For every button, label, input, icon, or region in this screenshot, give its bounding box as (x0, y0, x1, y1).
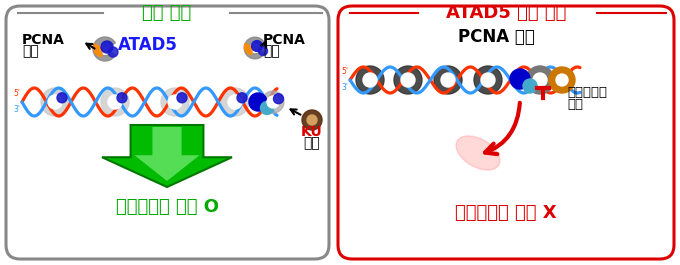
Text: 5': 5' (341, 68, 348, 77)
Text: 분리: 분리 (22, 44, 39, 58)
Circle shape (267, 96, 279, 108)
Circle shape (177, 93, 187, 103)
Circle shape (249, 93, 267, 111)
Text: PCNA 축적: PCNA 축적 (458, 28, 534, 46)
Polygon shape (102, 125, 232, 187)
Circle shape (510, 69, 530, 89)
Circle shape (57, 93, 67, 103)
Text: PCNA: PCNA (263, 33, 306, 47)
Circle shape (481, 73, 495, 87)
Circle shape (441, 73, 455, 87)
Text: ATAD5 결핍 세포: ATAD5 결핍 세포 (446, 4, 566, 22)
Text: 방해: 방해 (567, 98, 583, 111)
Circle shape (363, 73, 377, 87)
Circle shape (101, 41, 113, 53)
Wedge shape (93, 37, 116, 61)
Circle shape (228, 95, 242, 109)
Text: 정상 세포: 정상 세포 (142, 4, 192, 22)
Circle shape (252, 41, 262, 51)
Circle shape (168, 95, 182, 109)
FancyBboxPatch shape (6, 6, 329, 259)
Text: 5': 5' (13, 89, 20, 98)
Circle shape (523, 79, 537, 93)
Circle shape (258, 46, 267, 55)
Polygon shape (135, 127, 199, 181)
Circle shape (48, 95, 62, 109)
Circle shape (161, 88, 189, 116)
Wedge shape (244, 43, 252, 55)
Circle shape (556, 74, 568, 86)
Circle shape (434, 66, 462, 94)
Circle shape (262, 91, 284, 113)
Circle shape (117, 93, 127, 103)
Text: 3': 3' (341, 82, 348, 91)
Circle shape (356, 66, 384, 94)
Text: PCNA: PCNA (22, 33, 65, 47)
Wedge shape (94, 44, 102, 56)
Circle shape (260, 101, 273, 114)
Text: 단거리절제: 단거리절제 (567, 86, 607, 99)
Circle shape (237, 93, 247, 103)
Circle shape (394, 66, 422, 94)
Circle shape (307, 115, 317, 125)
FancyArrowPatch shape (485, 103, 520, 154)
Circle shape (549, 67, 575, 93)
Circle shape (41, 88, 69, 116)
Circle shape (533, 73, 547, 87)
Text: 상동재조합 복구 O: 상동재조합 복구 O (116, 198, 218, 216)
Circle shape (526, 66, 554, 94)
Circle shape (273, 94, 284, 104)
Circle shape (302, 110, 322, 130)
Circle shape (101, 88, 129, 116)
Circle shape (108, 47, 118, 57)
Text: 분리: 분리 (263, 44, 279, 58)
Text: 상동재조합 복구 X: 상동재조합 복구 X (455, 204, 557, 222)
FancyBboxPatch shape (338, 6, 674, 259)
Text: ATAD5: ATAD5 (118, 36, 178, 54)
Wedge shape (244, 37, 265, 59)
Text: 제거: 제거 (304, 136, 320, 150)
Text: 3': 3' (13, 104, 20, 113)
Text: KU: KU (301, 125, 323, 139)
Circle shape (108, 95, 122, 109)
Circle shape (474, 66, 502, 94)
Circle shape (221, 88, 249, 116)
Ellipse shape (456, 136, 500, 170)
Circle shape (401, 73, 415, 87)
